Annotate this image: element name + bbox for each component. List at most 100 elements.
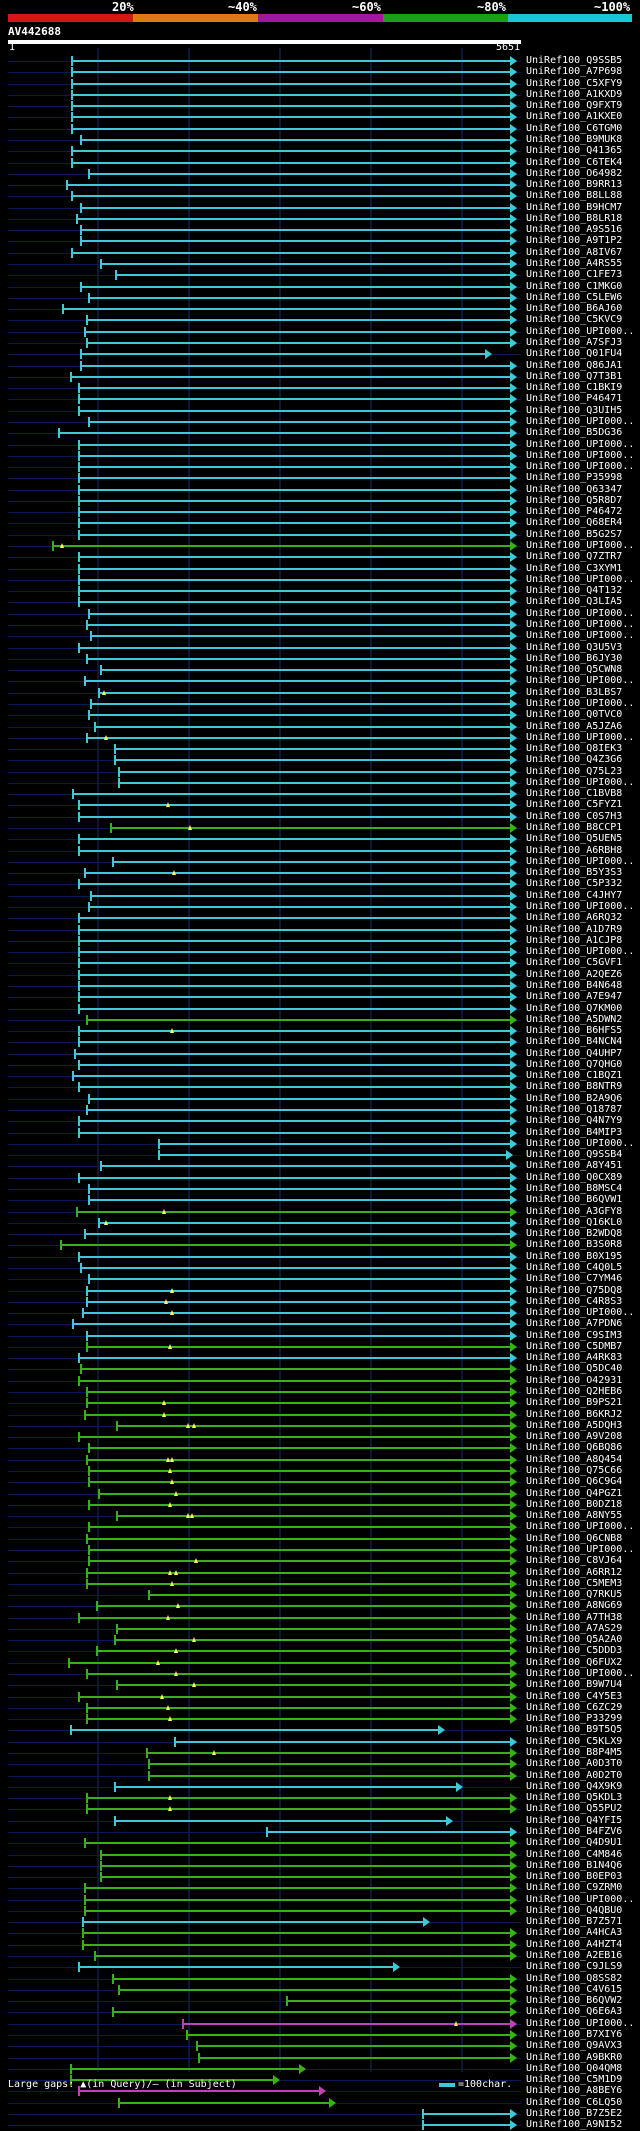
hit-alignment-bar[interactable] bbox=[110, 827, 511, 830]
hit-alignment-bar[interactable] bbox=[158, 1154, 507, 1157]
hit-label[interactable]: UniRef100_Q4PGZ1 bbox=[526, 1487, 623, 1499]
hit-alignment-bar[interactable] bbox=[78, 928, 511, 931]
hit-row[interactable]: UniRef100_Q86JA1 bbox=[0, 360, 640, 372]
hit-label[interactable]: UniRef100_C1BQZ1 bbox=[526, 1070, 623, 1082]
hit-alignment-bar[interactable] bbox=[88, 1447, 511, 1450]
hit-label[interactable]: UniRef100_B9RR13 bbox=[526, 179, 623, 191]
hit-row[interactable]: UniRef100_B8MSC4 bbox=[0, 1183, 640, 1195]
hit-row[interactable]: UniRef100_Q6BQ86 bbox=[0, 1442, 640, 1454]
hit-label[interactable]: UniRef100_C3XYM1 bbox=[526, 562, 623, 574]
hit-label[interactable]: UniRef100_A8IV67 bbox=[526, 246, 623, 258]
hit-label[interactable]: UniRef100_UPI000.. bbox=[526, 630, 635, 642]
hit-row[interactable]: UniRef100_O64982 bbox=[0, 168, 640, 180]
hit-label[interactable]: UniRef100_UPI000.. bbox=[526, 855, 635, 867]
hit-alignment-bar[interactable] bbox=[100, 263, 511, 266]
hit-label[interactable]: UniRef100_B1N4Q6 bbox=[526, 1859, 623, 1871]
hit-label[interactable]: UniRef100_A6RQ32 bbox=[526, 912, 623, 924]
hit-row[interactable]: UniRef100_B1N4Q6 bbox=[0, 1859, 640, 1872]
hit-alignment-bar[interactable] bbox=[78, 590, 511, 593]
hit-label[interactable]: UniRef100_P35998 bbox=[526, 472, 623, 484]
hit-label[interactable]: UniRef100_C4Y5E3 bbox=[526, 1690, 623, 1702]
hit-label[interactable]: UniRef100_A9BKR0 bbox=[526, 2051, 623, 2063]
hit-alignment-bar[interactable] bbox=[86, 1391, 511, 1394]
hit-label[interactable]: UniRef100_A5DWN2 bbox=[526, 1013, 623, 1025]
hit-row[interactable]: UniRef100_P35998 bbox=[0, 472, 640, 484]
hit-row[interactable]: UniRef100_UPI000.. bbox=[0, 439, 640, 451]
hit-alignment-bar[interactable] bbox=[100, 1853, 511, 1856]
hit-label[interactable]: UniRef100_A7AS29 bbox=[526, 1622, 623, 1634]
hit-row[interactable]: UniRef100_UPI000.. bbox=[0, 1668, 640, 1680]
hit-alignment-bar[interactable] bbox=[88, 172, 511, 175]
hit-row[interactable]: UniRef100_C1BQZ1 bbox=[0, 1070, 640, 1082]
hit-alignment-bar[interactable] bbox=[80, 229, 511, 232]
hit-alignment-bar[interactable] bbox=[78, 1131, 511, 1134]
hit-label[interactable]: UniRef100_Q75L23 bbox=[526, 765, 623, 777]
hit-label[interactable]: UniRef100_A6RR12 bbox=[526, 1566, 623, 1578]
hit-label[interactable]: UniRef100_A7TH38 bbox=[526, 1611, 623, 1623]
hit-label[interactable]: UniRef100_A9V208 bbox=[526, 1431, 623, 1443]
hit-label[interactable]: UniRef100_B8P4M5 bbox=[526, 1747, 623, 1758]
hit-label[interactable]: UniRef100_C1MKG0 bbox=[526, 280, 623, 292]
hit-alignment-bar[interactable] bbox=[86, 1718, 511, 1721]
hit-alignment-bar[interactable] bbox=[100, 669, 511, 672]
hit-row[interactable]: UniRef100_Q4X9K9 bbox=[0, 1780, 640, 1793]
hit-label[interactable]: UniRef100_Q5DC40 bbox=[526, 1363, 623, 1375]
hit-row[interactable]: UniRef100_A1D7R9 bbox=[0, 924, 640, 936]
hit-row[interactable]: UniRef100_A7SFJ3 bbox=[0, 337, 640, 349]
hit-alignment-bar[interactable] bbox=[82, 1921, 424, 1924]
hit-row[interactable]: UniRef100_A2QEZ6 bbox=[0, 969, 640, 981]
hit-alignment-bar[interactable] bbox=[88, 1470, 511, 1472]
hit-label[interactable]: UniRef100_C0S7H3 bbox=[526, 810, 623, 822]
hit-label[interactable]: UniRef100_Q6BQ86 bbox=[526, 1442, 623, 1454]
hit-label[interactable]: UniRef100_A5JZA6 bbox=[526, 720, 623, 732]
hit-alignment-bar[interactable] bbox=[76, 217, 511, 220]
hit-alignment-bar[interactable] bbox=[78, 567, 511, 570]
hit-row[interactable]: UniRef100_C6TEK4 bbox=[0, 157, 640, 169]
hit-label[interactable]: UniRef100_C5KVC9 bbox=[526, 314, 623, 326]
hit-alignment-bar[interactable] bbox=[80, 1266, 511, 1269]
hit-row[interactable]: UniRef100_B7Z571 bbox=[0, 1916, 640, 1928]
hit-alignment-bar[interactable] bbox=[78, 962, 511, 965]
hit-label[interactable]: UniRef100_A8NY55 bbox=[526, 1510, 623, 1522]
hit-label[interactable]: UniRef100_A7P698 bbox=[526, 66, 623, 78]
hit-label[interactable]: UniRef100_UPI000.. bbox=[526, 415, 635, 427]
hit-alignment-bar[interactable] bbox=[84, 680, 511, 683]
hit-alignment-bar[interactable] bbox=[78, 1041, 511, 1044]
hit-row[interactable]: UniRef100_C5KVC9 bbox=[0, 314, 640, 326]
hit-alignment-bar[interactable] bbox=[98, 691, 511, 694]
hit-alignment-bar[interactable] bbox=[86, 319, 511, 322]
hit-row[interactable]: UniRef100_B9MUK8 bbox=[0, 134, 640, 146]
hit-label[interactable]: UniRef100_C8VJ64 bbox=[526, 1555, 623, 1567]
hit-alignment-bar[interactable] bbox=[148, 1594, 511, 1597]
hit-label[interactable]: UniRef100_B7Z5E2 bbox=[526, 2107, 623, 2119]
hit-alignment-bar[interactable] bbox=[84, 1898, 511, 1901]
hit-alignment-bar[interactable] bbox=[52, 545, 511, 548]
hit-alignment-bar[interactable] bbox=[71, 60, 511, 62]
hit-row[interactable]: UniRef100_C5MEM3 bbox=[0, 1578, 640, 1590]
hit-label[interactable]: UniRef100_B4NCN4 bbox=[526, 1036, 623, 1048]
hit-alignment-bar[interactable] bbox=[266, 1830, 511, 1833]
hit-alignment-bar[interactable] bbox=[71, 116, 511, 119]
hit-alignment-bar[interactable] bbox=[86, 657, 511, 660]
hit-label[interactable]: UniRef100_A3GFY8 bbox=[526, 1205, 623, 1217]
hit-label[interactable]: UniRef100_B4MIP3 bbox=[526, 1126, 623, 1138]
hit-alignment-bar[interactable] bbox=[71, 71, 511, 74]
hit-label[interactable]: UniRef100_Q5KDL3 bbox=[526, 1792, 623, 1804]
hit-label[interactable]: UniRef100_Q8IEK3 bbox=[526, 743, 623, 755]
hit-label[interactable]: UniRef100_Q5CWN8 bbox=[526, 664, 623, 676]
hit-row[interactable]: UniRef100_UPI000.. bbox=[0, 1894, 640, 1906]
hit-row[interactable]: UniRef100_UPI000.. bbox=[0, 540, 640, 552]
hit-label[interactable]: UniRef100_A8Q454 bbox=[526, 1453, 623, 1465]
hit-label[interactable]: UniRef100_Q4X9K9 bbox=[526, 1780, 623, 1792]
hit-label[interactable]: UniRef100_UPI000.. bbox=[526, 776, 635, 788]
hit-label[interactable]: UniRef100_A6RBH8 bbox=[526, 844, 623, 856]
hit-alignment-bar[interactable] bbox=[158, 1142, 511, 1145]
hit-row[interactable]: UniRef100_C5KLX9 bbox=[0, 1736, 640, 1748]
hit-row[interactable]: UniRef100_C5FYZ1 bbox=[0, 799, 640, 811]
hit-alignment-bar[interactable] bbox=[82, 1932, 511, 1935]
hit-row[interactable]: UniRef100_Q41365 bbox=[0, 145, 640, 157]
hit-alignment-bar[interactable] bbox=[84, 1413, 511, 1416]
hit-alignment-bar[interactable] bbox=[146, 1752, 511, 1754]
hit-label[interactable]: UniRef100_B5G2S7 bbox=[526, 528, 623, 540]
hit-alignment-bar[interactable] bbox=[80, 285, 511, 288]
